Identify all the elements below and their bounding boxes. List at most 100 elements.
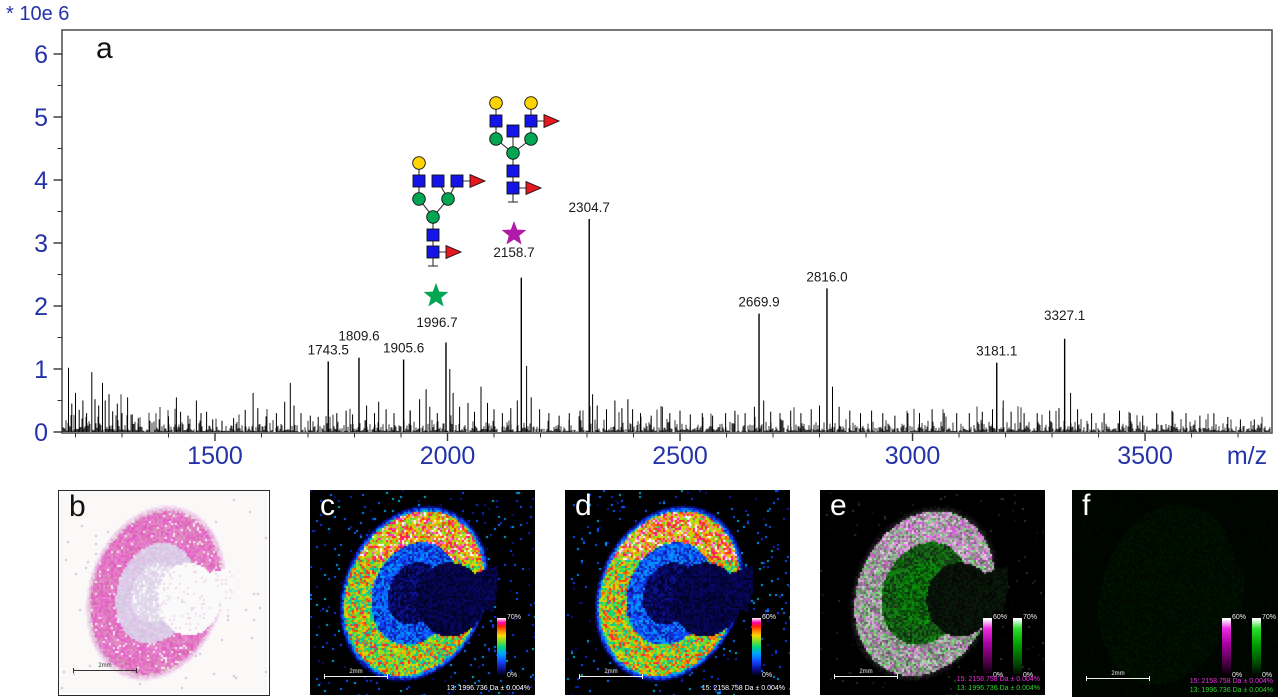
- glcnac-icon: [431, 174, 445, 188]
- x-tick-label: 3000: [885, 442, 941, 470]
- x-tick-label: 3500: [1117, 442, 1173, 470]
- minor-peaks: [68, 365, 1255, 432]
- fucose-icon: [445, 244, 463, 260]
- colorbar-max-label: 60%: [762, 614, 777, 621]
- colorbar-max-label: 70%: [1262, 614, 1277, 621]
- glcnac-icon: [426, 245, 440, 259]
- magenta-colorbar: 60% 0%: [983, 614, 1007, 679]
- scale-bar-line: [73, 670, 137, 671]
- mannose-icon: [441, 192, 455, 206]
- glycan-structure-1996: [412, 156, 487, 267]
- mass-spectrum-plot: 1500 2000 2500 3000 3500 m/z 0 1 2 3 4 5 6 * 10e 6 174…: [6, 3, 1273, 470]
- control-ion-image: [1072, 490, 1278, 697]
- fucose-icon: [525, 180, 543, 196]
- galactose-icon: [412, 156, 426, 170]
- panel-d-ion-image: d 2mm 60% 0% 15: 2158.758 Da ± 0.004%: [565, 490, 790, 695]
- y-tick-label: 5: [34, 104, 48, 132]
- scale-bar-label: 2mm: [98, 663, 112, 669]
- green-colorbar: 70% 0%: [1013, 614, 1037, 679]
- mannose-icon: [524, 132, 538, 146]
- y-tick-label: 2: [34, 293, 48, 321]
- glcnac-icon: [506, 181, 520, 195]
- peak-label: 1905.6: [383, 341, 424, 356]
- peak-label: 2669.9: [738, 295, 779, 310]
- colorbar-min-label: 0%: [1262, 672, 1273, 679]
- colorbar-max-label: 60%: [993, 614, 1008, 621]
- colorbar-min-label: 0%: [762, 672, 773, 679]
- scale-bar-line: [579, 676, 643, 677]
- plot-border: [61, 29, 1273, 434]
- x-tick-label: 1500: [187, 442, 243, 470]
- fucose-icon: [469, 173, 487, 189]
- panel-f-control-image: f 2mm 60% 0% 70% 0% 15: 2158.758 Da ± 0.…: [1072, 490, 1278, 697]
- glcnac-icon: [426, 228, 440, 242]
- peak-label: 1996.7: [416, 315, 457, 330]
- y-axis: 0 1 2 3 4 5 6: [34, 41, 62, 447]
- colorbar-min-label: 0%: [507, 672, 518, 679]
- he-tissue-image: [59, 491, 267, 693]
- glcnac-icon: [489, 114, 503, 128]
- y-tick-label: 1: [34, 356, 48, 384]
- baseline-noise: [62, 394, 1271, 432]
- scale-bar-c: 2mm: [324, 667, 388, 679]
- green-colorbar: 70% 0%: [1252, 614, 1276, 679]
- glcnac-icon: [524, 114, 538, 128]
- magenta-colorbar: 60% 0%: [1222, 614, 1246, 679]
- control-caption: 15: 2158.758 Da ± 0.004% 13: 1996.736 Da…: [1189, 678, 1273, 694]
- x-tick-label: 2500: [652, 442, 708, 470]
- peak-label: 2158.7: [493, 245, 534, 260]
- panel-e-overlay-image: e 2mm 60% 0% 70% 0% 15: 2158.758 Da ± 0.…: [820, 490, 1045, 695]
- fucose-icon: [543, 113, 561, 129]
- galactose-icon: [524, 96, 538, 110]
- mannose-icon: [506, 146, 520, 160]
- y-tick-label: 3: [34, 230, 48, 258]
- x-axis-unit: m/z: [1227, 442, 1267, 470]
- scale-bar-line: [834, 676, 898, 677]
- colorbar-max-label: 60%: [1232, 614, 1247, 621]
- colorbar-min-label: 0%: [1023, 672, 1034, 679]
- x-axis: 1500 2000 2500 3000 3500 m/z: [74, 433, 1267, 470]
- colorbar-min-label: 0%: [993, 672, 1004, 679]
- intensity-colorbar: 60% 0%: [752, 614, 776, 679]
- peak-label: 3327.1: [1044, 308, 1085, 323]
- magenta-star-icon: [501, 221, 527, 245]
- scale-bar-label: 2mm: [859, 669, 873, 675]
- glycan-structure-2158: [489, 96, 561, 203]
- mass-spectrum-panel: 1500 2000 2500 3000 3500 m/z 0 1 2 3 4 5 6 * 10e 6 174…: [6, 3, 1273, 470]
- y-tick-label: 0: [34, 419, 48, 447]
- mannose-icon: [426, 210, 440, 224]
- peak-label: 1743.5: [308, 342, 349, 357]
- mannose-icon: [412, 192, 426, 206]
- intensity-colorbar: 70% 0%: [497, 614, 521, 679]
- colorbar-max-label: 70%: [507, 614, 522, 621]
- glcnac-icon: [450, 174, 464, 188]
- colorbar-min-label: 0%: [1232, 672, 1243, 679]
- y-axis-unit: * 10e 6: [6, 3, 69, 25]
- scale-bar-label: 2mm: [604, 669, 618, 675]
- ion-image-caption: 15: 2158.758 Da ± 0.004%: [701, 685, 785, 692]
- glcnac-icon: [506, 164, 520, 178]
- scale-bar-e: 2mm: [834, 667, 898, 679]
- overlay-ion-image: [820, 490, 1045, 695]
- ion-image-caption: 13: 1996.736 Da ± 0.004%: [446, 685, 530, 692]
- mannose-icon: [489, 132, 503, 146]
- panel-c-ion-image: c 2mm 70% 0% 13: 1996.736 Da ± 0.004%: [310, 490, 535, 695]
- scale-bar-label: 2mm: [1111, 671, 1125, 677]
- panel-b-histology: b 2mm: [58, 490, 270, 696]
- overlay-caption: 15: 2158.758 Da ± 0.004% 13: 1996.736 Da…: [956, 676, 1040, 692]
- scale-bar-line: [324, 676, 388, 677]
- peak-label: 3181.1: [976, 344, 1017, 359]
- scale-bar-b: 2mm: [73, 661, 137, 673]
- panel-label-e: e: [830, 490, 847, 522]
- scale-bar-line: [1086, 678, 1150, 679]
- galactose-icon: [489, 96, 503, 110]
- scale-bar-f: 2mm: [1086, 669, 1150, 681]
- panel-label-c: c: [320, 490, 335, 522]
- panel-label-f: f: [1082, 490, 1091, 522]
- peak-label: 2304.7: [569, 200, 610, 215]
- colorbar-max-label: 70%: [1023, 614, 1038, 621]
- green-star-icon: [423, 283, 449, 307]
- x-tick-label: 2000: [420, 442, 476, 470]
- y-tick-label: 4: [34, 167, 48, 195]
